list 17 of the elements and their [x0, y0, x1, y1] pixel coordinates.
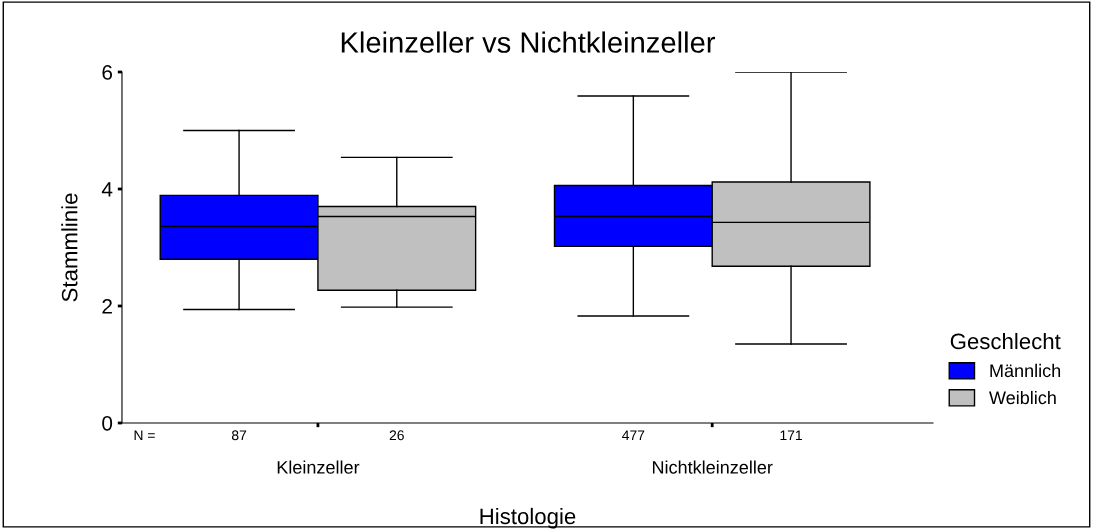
x-tick-label: Kleinzeller: [277, 460, 360, 474]
text: 477: [622, 430, 645, 441]
y-tick-label: 4: [101, 182, 113, 197]
text: 26: [389, 430, 404, 441]
x-tick-label: Nichtkleinzeller: [652, 460, 773, 474]
text: 171: [780, 430, 802, 441]
y-tick-label: 2: [102, 298, 112, 314]
y-axis-title: Stammlinie: [61, 193, 78, 302]
legend-label: Weiblich: [989, 390, 1056, 405]
y-tick-label: 6: [102, 65, 113, 80]
y-tick-label: 0: [102, 415, 113, 431]
chart-title: Kleinzeller vs Nichtkleinzeller: [341, 31, 716, 53]
x-axis-title: Histologie: [480, 507, 576, 529]
legend-label: Männlich: [990, 363, 1061, 378]
legend-title: Geschlecht: [950, 332, 1061, 350]
text: 87: [231, 430, 247, 441]
text: N =: [134, 430, 155, 441]
